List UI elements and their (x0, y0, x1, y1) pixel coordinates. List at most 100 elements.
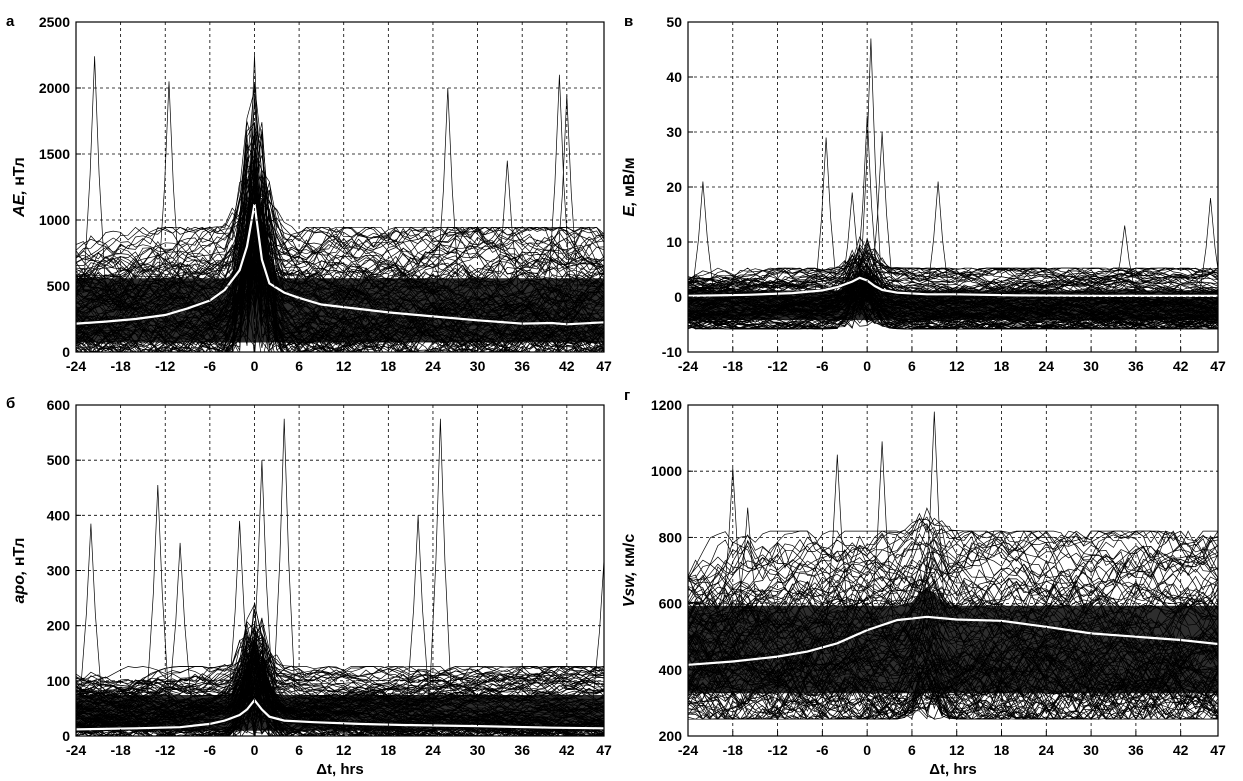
x-tick-label: 24 (425, 358, 441, 374)
y-tick-label: 0 (62, 728, 70, 744)
x-tick-label: 18 (994, 358, 1010, 374)
spike-trace (592, 559, 604, 703)
y-tick-label: 40 (666, 69, 682, 85)
mean-line (76, 204, 604, 326)
x-tick-label: -24 (678, 358, 698, 374)
panel-letter: а (6, 13, 15, 30)
y-axis-label-symbol: AE, (11, 190, 28, 218)
x-tick-label: 0 (863, 358, 871, 374)
y-tick-label: 0 (674, 289, 682, 305)
x-tick-label: -18 (111, 742, 131, 758)
data-trace (76, 647, 604, 706)
spike-trace (79, 523, 103, 703)
x-tick-label: -6 (204, 742, 217, 758)
x-tick-label: 36 (514, 742, 530, 758)
spike-trace (428, 418, 452, 703)
data-trace (688, 517, 1218, 611)
x-tick-label: 36 (1128, 358, 1144, 374)
x-tick-label: 18 (994, 742, 1010, 758)
y-tick-label: -10 (662, 344, 682, 360)
data-trace (688, 634, 1218, 720)
x-tick-label: 30 (1083, 742, 1099, 758)
data-trace (688, 536, 1218, 634)
plot-traces (688, 411, 1218, 721)
x-tick-label: -6 (204, 358, 217, 374)
data-trace (76, 122, 604, 352)
spike-trace (495, 160, 519, 293)
trace-density-cloud (76, 191, 604, 343)
x-tick-label: 47 (596, 358, 612, 374)
x-tick-label: 18 (381, 742, 397, 758)
data-trace (76, 133, 604, 290)
panel-letter: б (6, 395, 15, 412)
y-axis-label: apo, нТл (11, 538, 28, 604)
x-tick-label: -24 (66, 742, 86, 758)
x-tick-label: -12 (767, 358, 787, 374)
y-tick-label: 600 (47, 397, 71, 413)
x-tick-label: -18 (723, 742, 743, 758)
x-axis-label: Δt, hrs (316, 761, 363, 778)
x-tick-label: 30 (1083, 358, 1099, 374)
x-tick-label: 24 (1039, 742, 1055, 758)
x-tick-label: 12 (949, 742, 965, 758)
y-tick-label: 800 (659, 529, 683, 545)
x-tick-label: 6 (908, 742, 916, 758)
x-tick-label: 42 (1173, 358, 1189, 374)
y-tick-label: 1000 (651, 463, 682, 479)
y-tick-label: 50 (666, 14, 682, 30)
y-tick-label: 200 (659, 728, 683, 744)
y-tick-label: 0 (62, 344, 70, 360)
x-tick-label: 0 (251, 358, 259, 374)
y-axis-label-unit: нТл (11, 157, 28, 190)
x-tick-label: -12 (155, 742, 175, 758)
spike-trace (83, 56, 107, 293)
data-trace (76, 235, 604, 352)
x-tick-label: 42 (559, 742, 575, 758)
data-trace (688, 294, 1218, 330)
x-tick-label: -12 (155, 358, 175, 374)
x-tick-label: 0 (863, 742, 871, 758)
chart-panel-2: -24 -18 -12 -6 0 6 12 18 24 30 36 42 47 -10 0 10 20 30 40 5… (621, 13, 1226, 374)
y-tick-label: 100 (47, 673, 71, 689)
x-tick-label: 24 (425, 742, 441, 758)
x-tick-label: 42 (559, 358, 575, 374)
spike-trace (736, 507, 760, 626)
y-axis-label: E, мВ/м (621, 157, 638, 216)
chart-panel-3: -24 -18 -12 -6 0 6 12 18 24 30 36 42 47 0 100 200 300 400… (6, 395, 612, 778)
spike-trace (855, 115, 879, 298)
data-trace (688, 516, 1218, 587)
x-tick-label: 12 (336, 358, 352, 374)
y-tick-label: 200 (47, 618, 71, 634)
y-tick-label: 20 (666, 179, 682, 195)
x-tick-label: 12 (336, 742, 352, 758)
y-axis-label-unit: км/с (621, 534, 638, 572)
data-trace (76, 636, 604, 700)
y-axis-label: Vsw, км/с (621, 534, 638, 608)
y-tick-label: 500 (47, 278, 71, 294)
spike-trace (1113, 225, 1137, 298)
x-tick-label: 30 (470, 358, 486, 374)
chart-panel-4: -24 -18 -12 -6 0 6 12 18 24 30 36 42 47 200 400 600 800 1… (621, 387, 1226, 778)
spike-trace (691, 181, 715, 298)
data-trace (76, 96, 604, 266)
spike-trace (840, 192, 864, 298)
y-tick-label: 600 (659, 596, 683, 612)
x-tick-label: 30 (470, 742, 486, 758)
y-axis-label-symbol: Vsw, (621, 571, 638, 607)
x-tick-label: -12 (767, 742, 787, 758)
mean-line (76, 698, 604, 731)
data-trace (688, 246, 1218, 330)
trace-density-cloud (76, 652, 604, 731)
spike-trace (146, 484, 170, 703)
spike-trace (870, 441, 894, 626)
x-axis-label: Δt, hrs (929, 761, 976, 778)
x-tick-label: 6 (295, 742, 303, 758)
mean-line (688, 615, 1218, 666)
x-tick-label: -18 (723, 358, 743, 374)
spike-trace (242, 54, 266, 293)
y-tick-label: 400 (47, 507, 71, 523)
data-trace (76, 136, 604, 293)
data-trace (688, 243, 1218, 297)
y-axis-label-symbol: E, (621, 202, 638, 217)
